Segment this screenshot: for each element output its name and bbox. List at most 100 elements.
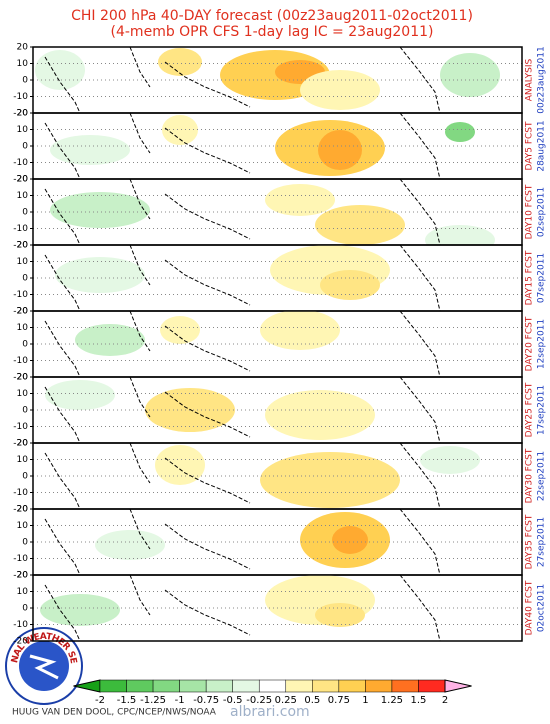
colorbar-box [126,679,154,693]
panel-date: 02oct2011 [537,584,547,632]
colorbar-box [418,679,446,693]
coastline [399,47,441,113]
y-tick-label: 0 [22,604,28,614]
y-tick-label: -10 [13,488,28,498]
shade [318,130,362,170]
shade [265,390,375,440]
y-tick-label: 20 [17,109,29,119]
shade [315,205,405,245]
map-panel: 20 10 0 -10 -20 DAY35 FCST 27sep2011 [13,505,546,581]
panel-label: DAY5 FCST [525,121,535,170]
y-tick-label: 10 [17,587,29,597]
coastline [164,127,251,174]
y-tick-label: 20 [17,43,29,53]
panel-label: DAY30 FCST [525,448,535,503]
y-tick-label: 10 [17,389,29,399]
map-panel: 20 10 0 -10 -20 DAY15 FCST 07sep2011 [13,241,546,317]
colorbar-box [152,679,180,693]
coastline [129,311,151,352]
y-tick-label: -10 [13,158,28,168]
y-tick-label: -20 [13,241,28,251]
coastline [399,377,441,443]
y-tick-label: 0 [22,538,28,548]
colorbar-tick: -0.25 [246,695,272,706]
shade [50,192,150,228]
colorbar-tick: 1.5 [411,695,427,706]
map-panel: 20 10 0 -10 -20 DAY5 FCST 28aug2011 [13,109,546,185]
shade [55,257,145,293]
y-tick-label: -10 [13,356,28,366]
coastline [44,254,81,311]
y-tick-label: 20 [17,175,29,185]
coastline [399,113,441,179]
colorbar-box [365,679,393,693]
coastline [164,523,251,570]
coastline [129,113,151,154]
map-panel: 20 10 0 -10 -20 DAY25 FCST 17sep2011 [13,373,546,449]
coastline [129,179,151,220]
shading [95,512,390,568]
coastline [129,443,151,484]
shade [332,526,368,554]
coastline [44,584,81,641]
colorbar: -2 -1.5 -1.25 -1 -0.75 -0.5 -0.25 0.25 0.5 0.75 1 1… [73,679,472,706]
colorbar-box [232,679,260,693]
y-tick-label: -20 [13,571,28,581]
panel-date: 27sep2011 [537,517,547,567]
colorbar-tick: 0.5 [304,695,320,706]
coastline [129,377,151,418]
shade [300,70,380,110]
coastline [44,122,81,179]
y-tick-label: 20 [17,241,29,251]
map-panel: 20 10 0 -10 -20 DAY20 FCST 12sep2011 [13,307,546,383]
y-tick-label: 20 [17,439,29,449]
colorbar-tick: -1.25 [140,695,166,706]
coastline [129,575,151,616]
y-tick-label: 0 [22,274,28,284]
panel-label: DAY10 FCST [525,184,535,239]
panel-label: DAY20 FCST [525,316,535,371]
colorbar-box [99,679,127,693]
colorbar-tick: 2 [442,695,448,706]
coastline [44,188,81,245]
logo-text-path: NATIONAL WEATHER SERVICE [0,0,78,665]
y-tick-label: -20 [13,439,28,449]
panel-label: DAY15 FCST [525,250,535,305]
y-tick-label: 10 [17,59,29,69]
colorbar-box [179,679,207,693]
colorbar-tick: -2 [95,695,105,706]
y-tick-label: 20 [17,307,29,317]
y-tick-label: -20 [13,505,28,515]
colorbar-tick: 0.25 [275,695,297,706]
colorbar-tick: -1.5 [117,695,137,706]
y-tick-label: 0 [22,340,28,350]
coastline [399,509,441,575]
coastline [164,391,251,438]
colorbar-box [285,679,313,693]
y-tick-label: 0 [22,406,28,416]
colorbar-box [312,679,340,693]
colorbar-tick: -1 [175,695,185,706]
panel-date: 00z23aug2011 [537,46,547,113]
colorbar-box [391,679,419,693]
colorbar-tick: -0.75 [193,695,219,706]
coastline [399,443,441,509]
y-tick-label: -20 [13,307,28,317]
y-tick-label: -10 [13,422,28,432]
panel-label: DAY40 FCST [525,580,535,635]
shade [95,530,165,560]
y-tick-label: 0 [22,142,28,152]
colorbar-box [205,679,233,693]
y-tick-label: 20 [17,505,29,515]
map-panel: 20 10 0 -10 -20 DAY10 FCST 02sep2011 [13,175,546,251]
shade [425,225,495,245]
colorbar-box [258,679,287,693]
y-tick-label: -10 [13,290,28,300]
shade [315,603,365,627]
shading [40,575,375,627]
colorbar-tick: 0.75 [328,695,350,706]
panel-date: 22sep2011 [537,451,547,501]
coastline [164,259,251,306]
y-tick-label: 10 [17,257,29,267]
shade [320,270,380,300]
